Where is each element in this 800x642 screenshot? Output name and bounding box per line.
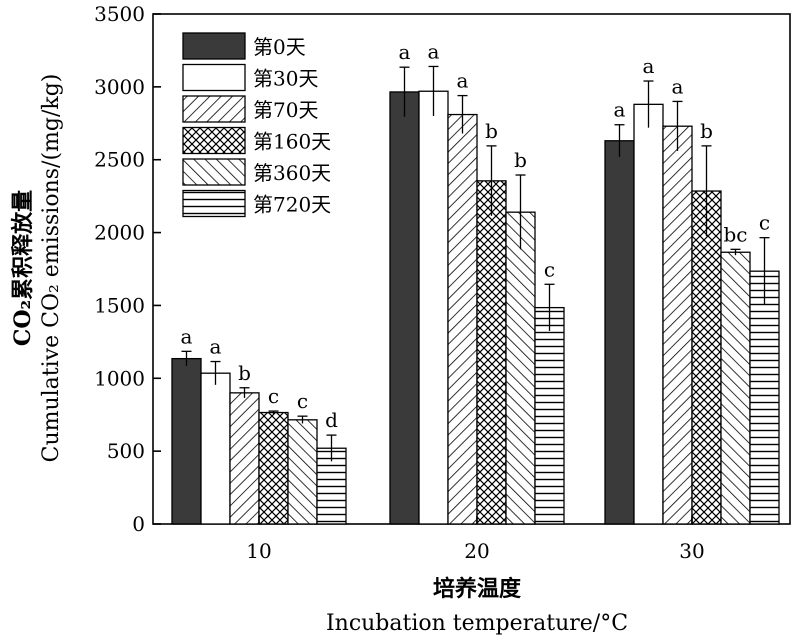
y-tick-label: 1500: [94, 293, 145, 317]
legend-label: 第30天: [253, 67, 318, 91]
legend-label: 第720天: [253, 193, 331, 217]
bar: [505, 211, 536, 525]
significance-label: a: [210, 335, 222, 359]
bar: [691, 190, 722, 525]
legend-swatch: [182, 95, 246, 123]
significance-label: c: [759, 211, 770, 235]
y-tick-label: 500: [107, 439, 145, 463]
x-tick-label: 30: [679, 539, 704, 563]
significance-label: a: [428, 39, 440, 63]
y-tick-label: 2500: [94, 148, 145, 172]
bar: [633, 103, 664, 525]
bar: [418, 90, 449, 525]
x-tick-label: 10: [246, 539, 271, 563]
legend-label: 第0天: [253, 35, 306, 59]
legend-label: 第160天: [253, 130, 331, 154]
y-axis-label-cn: CO₂累积释放量: [10, 190, 36, 346]
bar: [287, 419, 318, 525]
legend-label: 第70天: [253, 98, 318, 122]
y-ticks: 0 500 1000 1500 2000 2500 3000 3500: [94, 2, 161, 536]
legend-swatch: [182, 63, 246, 92]
significance-label: bc: [723, 222, 747, 246]
bar: [604, 140, 635, 525]
significance-label: a: [643, 54, 655, 78]
x-axis-label-cn: 培养温度: [433, 576, 522, 602]
significance-label: a: [399, 40, 411, 64]
y-axis-label: CO₂累积释放量 Cumulative CO₂ emissions/(mg/kg…: [10, 74, 64, 463]
significance-label: a: [181, 324, 193, 348]
legend-swatch: [182, 189, 246, 218]
bar: [749, 270, 780, 525]
bar: [534, 306, 565, 525]
legend-swatch: [182, 158, 246, 186]
legend-label: 第360天: [253, 161, 331, 185]
significance-label: a: [457, 69, 469, 93]
significance-label: c: [297, 389, 308, 413]
bar: [720, 251, 751, 525]
y-tick-label: 0: [132, 512, 145, 536]
x-axis-label-en: Incubation temperature/°C: [326, 611, 628, 636]
bar: [476, 180, 507, 525]
significance-label: c: [544, 257, 555, 281]
x-tick-label: 20: [464, 539, 489, 563]
bar: [662, 125, 693, 525]
significance-label: d: [325, 408, 338, 432]
y-axis-label-en: Cumulative CO₂ emissions/(mg/kg): [39, 74, 64, 463]
significance-label: b: [485, 119, 498, 143]
significance-label: a: [672, 74, 684, 98]
bar: [171, 357, 202, 525]
x-ticks: 10 20 30: [246, 516, 705, 563]
bar: [389, 91, 420, 525]
significance-label: b: [514, 148, 527, 172]
significance-label: a: [614, 98, 626, 122]
significance-label: c: [268, 384, 279, 408]
y-tick-label: 2000: [94, 221, 145, 245]
bar: [200, 372, 231, 525]
significance-label: b: [238, 361, 251, 385]
legend-swatch: [182, 32, 246, 60]
y-tick-label: 3000: [94, 75, 145, 99]
y-tick-label: 1000: [94, 366, 145, 390]
legend-swatch: [182, 126, 246, 155]
bar: [447, 113, 478, 525]
bar: [229, 392, 260, 525]
bar: [258, 411, 289, 525]
y-tick-label: 3500: [94, 2, 145, 26]
significance-label: b: [700, 119, 713, 143]
